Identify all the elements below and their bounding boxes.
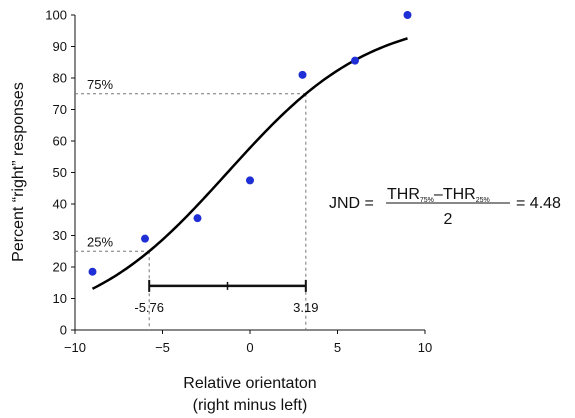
threshold-25-value: -5.76 — [134, 300, 164, 315]
y-tick-label: 10 — [53, 291, 67, 306]
label-25-percent: 25% — [87, 234, 113, 249]
y-tick-label: 100 — [45, 8, 67, 23]
formula-minus: – — [434, 186, 443, 203]
y-tick-label: 90 — [53, 39, 67, 54]
y-tick-label: 70 — [53, 102, 67, 117]
y-tick-label: 20 — [53, 260, 67, 275]
x-tick-label: 0 — [246, 340, 253, 355]
formula-thr-a: THR — [387, 186, 420, 203]
y-axis-title: Percent “right” responses — [10, 82, 27, 262]
threshold-75-value: 3.19 — [293, 300, 318, 315]
formula-thr-b-sub: 25% — [476, 197, 490, 204]
x-tick-label: −5 — [155, 340, 170, 355]
data-point — [88, 267, 97, 276]
data-points — [88, 11, 412, 276]
data-point — [141, 234, 149, 243]
formula-thr-b: THR — [443, 186, 476, 203]
x-axis-title-line1: Relative orientaton — [183, 375, 316, 392]
y-tick-label: 40 — [53, 197, 67, 212]
formula-numerator: THR75%–THR25% — [387, 186, 490, 204]
formula-thr-a-sub: 75% — [420, 197, 434, 204]
y-tick-label: 60 — [53, 134, 67, 149]
axes: 0 10 20 30 40 50 60 70 80 90 100 −10 −5 0 5 10 — [45, 8, 432, 356]
y-tick-label: 30 — [53, 228, 67, 243]
formula-lhs: JND = — [329, 195, 374, 212]
data-point — [298, 70, 307, 79]
formula-denominator: 2 — [444, 211, 453, 228]
x-tick-label: 5 — [334, 340, 341, 355]
data-point — [246, 176, 254, 185]
data-point — [193, 214, 202, 223]
jnd-formula: JND = THR75%–THR25% 2 = 4.48 — [329, 186, 561, 228]
fit-curve — [91, 37, 408, 290]
threshold-guides — [75, 93, 307, 330]
y-tick-label: 50 — [53, 165, 67, 180]
x-tick-label: −10 — [64, 340, 86, 355]
data-point — [351, 56, 359, 65]
data-point — [403, 11, 412, 19]
formula-rhs: = 4.48 — [516, 195, 561, 212]
annotations: 75% 25% -5.76 3.19 — [87, 77, 318, 315]
x-tick-label: 10 — [418, 340, 432, 355]
fit-curve-layer — [91, 37, 408, 290]
y-tick-label: 80 — [53, 71, 67, 86]
label-75-percent: 75% — [87, 77, 113, 92]
y-tick-label: 0 — [60, 323, 67, 338]
x-axis-title-line2: (right minus left) — [193, 397, 308, 414]
